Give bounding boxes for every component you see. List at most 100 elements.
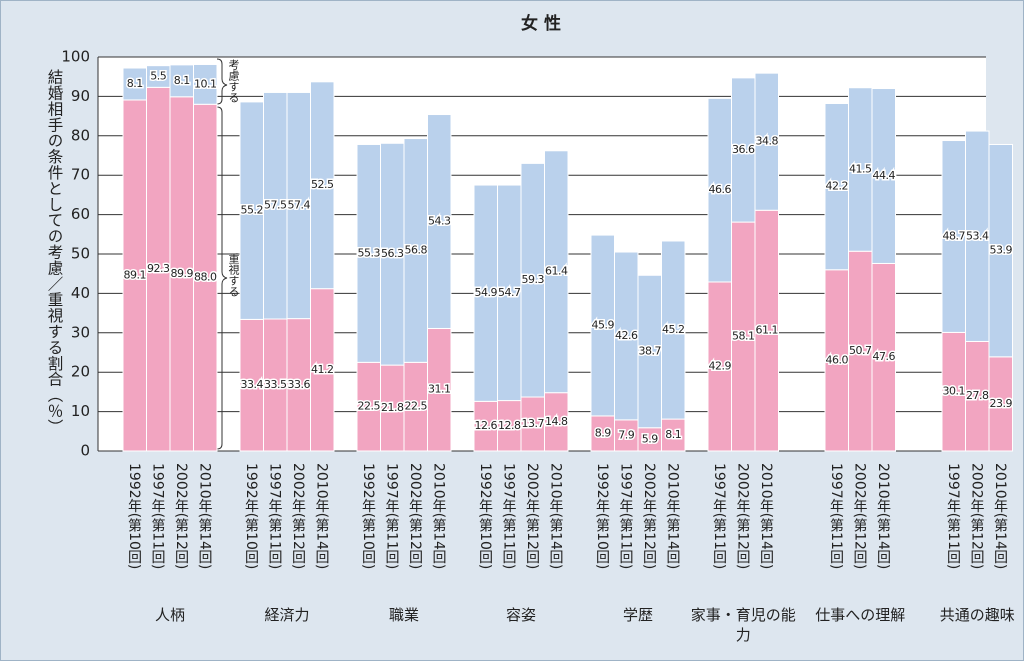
bar-segment bbox=[988, 143, 1013, 358]
x-tick-label: 2010年(第14回) bbox=[547, 463, 564, 570]
value-label: 55.2 bbox=[241, 204, 264, 217]
legend-label: 考慮する bbox=[227, 59, 240, 103]
x-tick-label: 1997年(第11回) bbox=[149, 463, 166, 570]
brace bbox=[216, 106, 228, 450]
chart-title: 女 性 bbox=[521, 13, 561, 34]
y-tick-label: 100 bbox=[61, 48, 90, 66]
value-label: 54.3 bbox=[428, 214, 451, 227]
value-label: 42.9 bbox=[709, 359, 732, 372]
value-label: 41.5 bbox=[849, 162, 872, 175]
value-label: 89.1 bbox=[124, 268, 147, 281]
group-label: 家事・育児の能力 bbox=[690, 606, 796, 645]
group-label: 人柄 bbox=[154, 606, 185, 624]
value-label: 22.5 bbox=[358, 400, 381, 413]
value-label: 33.5 bbox=[264, 378, 287, 391]
value-label: 88.0 bbox=[194, 271, 217, 284]
x-tick-label: 2010年(第14回) bbox=[758, 463, 774, 570]
x-tick-label: 1992年(第10回) bbox=[477, 463, 493, 570]
value-label: 30.1 bbox=[943, 385, 966, 398]
value-label: 21.8 bbox=[381, 401, 404, 414]
x-tick-label: 2002年(第12回) bbox=[851, 463, 868, 570]
group-label: 職業 bbox=[388, 606, 419, 624]
value-label: 5.9 bbox=[642, 432, 658, 445]
value-label: 45.9 bbox=[592, 319, 615, 332]
y-tick-label: 90 bbox=[71, 87, 90, 105]
value-label: 8.1 bbox=[127, 77, 143, 90]
x-tick-label: 1997年(第11回) bbox=[266, 463, 283, 570]
value-label: 33.6 bbox=[288, 378, 311, 391]
x-tick-label: 1992年(第10回) bbox=[126, 463, 142, 570]
x-tick-label: 2002年(第12回) bbox=[734, 463, 751, 570]
value-label: 23.9 bbox=[990, 397, 1013, 410]
bar-segment bbox=[871, 88, 896, 264]
value-label: 14.8 bbox=[545, 415, 568, 428]
value-label: 41.2 bbox=[311, 363, 334, 376]
value-label: 12.8 bbox=[498, 419, 521, 432]
x-tick-label: 2002年(第12回) bbox=[173, 463, 189, 570]
x-tick-label: 2002年(第12回) bbox=[524, 463, 540, 570]
value-label: 61.4 bbox=[545, 265, 568, 278]
x-tick-label: 2010年(第14回) bbox=[196, 463, 213, 570]
x-tick-label: 2002年(第12回) bbox=[290, 463, 306, 570]
value-label: 38.7 bbox=[639, 345, 662, 358]
value-label: 13.7 bbox=[522, 417, 545, 430]
x-tick-label: 2002年(第12回) bbox=[641, 463, 657, 570]
brace bbox=[216, 58, 228, 105]
y-axis-label: 結婚相手の条件としての考慮／重視する割合（％） bbox=[45, 69, 64, 435]
value-label: 56.3 bbox=[381, 247, 404, 260]
x-tick-label: 2010年(第14回) bbox=[664, 463, 681, 570]
value-label: 54.9 bbox=[475, 286, 498, 299]
value-label: 57.5 bbox=[264, 199, 287, 212]
x-tick-label: 1997年(第11回) bbox=[383, 463, 400, 570]
x-tick-label: 1992年(第10回) bbox=[594, 463, 610, 570]
value-label: 53.9 bbox=[990, 244, 1013, 257]
y-tick-label: 60 bbox=[71, 205, 90, 223]
x-tick-label: 1997年(第11回) bbox=[617, 463, 634, 570]
value-label: 48.7 bbox=[943, 229, 966, 242]
value-label: 34.8 bbox=[756, 135, 779, 148]
y-tick-label: 30 bbox=[71, 323, 90, 341]
value-label: 46.0 bbox=[826, 353, 849, 366]
value-label: 61.1 bbox=[756, 324, 779, 337]
value-label: 58.1 bbox=[732, 330, 755, 343]
value-label: 8.1 bbox=[174, 74, 190, 87]
y-tick-label: 20 bbox=[71, 363, 90, 381]
bar-segment bbox=[310, 81, 335, 290]
x-tick-label: 1997年(第11回) bbox=[711, 463, 727, 570]
x-tick-label: 1992年(第10回) bbox=[243, 463, 259, 570]
value-label: 36.6 bbox=[732, 143, 755, 156]
x-tick-label: 1997年(第11回) bbox=[500, 463, 517, 570]
x-tick-label: 1997年(第11回) bbox=[828, 463, 844, 570]
value-label: 45.2 bbox=[662, 323, 685, 336]
bar-segment bbox=[193, 63, 218, 105]
bar-segment bbox=[754, 72, 779, 211]
value-label: 59.3 bbox=[522, 273, 545, 286]
group-label: 共通の趣味 bbox=[939, 606, 1015, 624]
group-label: 容姿 bbox=[505, 606, 536, 624]
value-label: 89.9 bbox=[171, 267, 194, 280]
y-tick-label: 10 bbox=[71, 402, 90, 420]
value-label: 27.8 bbox=[966, 389, 989, 402]
x-tick-label: 2010年(第14回) bbox=[430, 463, 447, 570]
value-label: 8.9 bbox=[595, 426, 611, 439]
bar-segment bbox=[544, 150, 569, 394]
value-label: 12.6 bbox=[475, 419, 498, 432]
x-tick-label: 1992年(第10回) bbox=[360, 463, 376, 570]
value-label: 92.3 bbox=[147, 262, 170, 275]
value-label: 52.5 bbox=[311, 178, 334, 191]
value-label: 22.5 bbox=[405, 400, 428, 413]
value-label: 53.4 bbox=[966, 229, 989, 242]
value-label: 7.9 bbox=[618, 428, 634, 441]
x-tick-label: 2002年(第12回) bbox=[407, 463, 423, 570]
x-tick-label: 2010年(第14回) bbox=[992, 463, 1008, 570]
group-label: 学歴 bbox=[622, 606, 653, 624]
value-label: 42.6 bbox=[615, 329, 638, 342]
value-label: 5.5 bbox=[150, 70, 166, 83]
bar-segment bbox=[661, 240, 686, 420]
y-tick-label: 80 bbox=[71, 126, 90, 144]
value-label: 46.6 bbox=[709, 183, 732, 196]
value-label: 31.1 bbox=[428, 383, 451, 396]
x-tick-label: 2010年(第14回) bbox=[313, 463, 330, 570]
value-label: 56.8 bbox=[405, 243, 428, 256]
